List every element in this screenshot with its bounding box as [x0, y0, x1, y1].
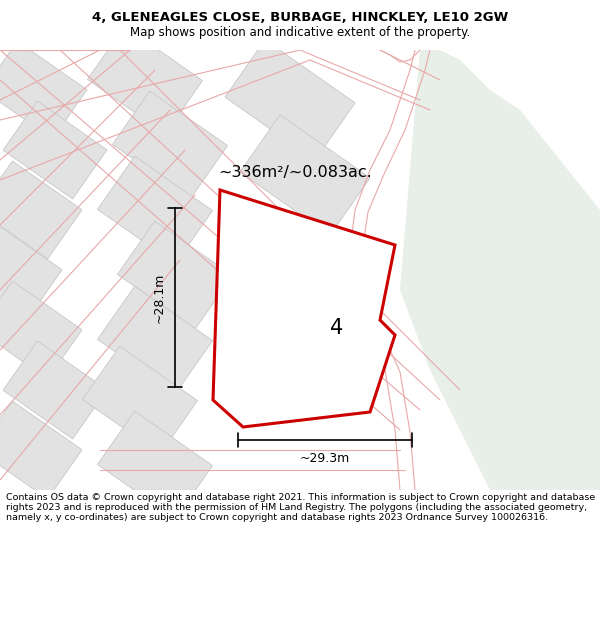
Polygon shape — [112, 91, 227, 199]
Polygon shape — [0, 41, 87, 139]
Polygon shape — [0, 161, 82, 259]
Text: ~336m²/~0.083ac.: ~336m²/~0.083ac. — [218, 164, 372, 179]
Text: ~28.1m: ~28.1m — [152, 272, 166, 322]
Polygon shape — [118, 221, 233, 329]
Text: Map shows position and indicative extent of the property.: Map shows position and indicative extent… — [130, 26, 470, 39]
Polygon shape — [88, 26, 203, 134]
Polygon shape — [0, 281, 82, 379]
Polygon shape — [240, 115, 370, 235]
Polygon shape — [3, 341, 107, 439]
Polygon shape — [97, 286, 212, 394]
Polygon shape — [0, 401, 82, 499]
Polygon shape — [0, 221, 62, 319]
Text: Contains OS data © Crown copyright and database right 2021. This information is : Contains OS data © Crown copyright and d… — [6, 492, 595, 522]
Polygon shape — [400, 50, 600, 490]
Polygon shape — [225, 40, 355, 160]
Polygon shape — [3, 101, 107, 199]
Text: 4, GLENEAGLES CLOSE, BURBAGE, HINCKLEY, LE10 2GW: 4, GLENEAGLES CLOSE, BURBAGE, HINCKLEY, … — [92, 11, 508, 24]
Text: ~29.3m: ~29.3m — [300, 451, 350, 464]
Polygon shape — [97, 411, 212, 519]
Polygon shape — [82, 346, 197, 454]
Polygon shape — [213, 190, 395, 427]
Text: 4: 4 — [330, 318, 343, 338]
Polygon shape — [97, 156, 212, 264]
